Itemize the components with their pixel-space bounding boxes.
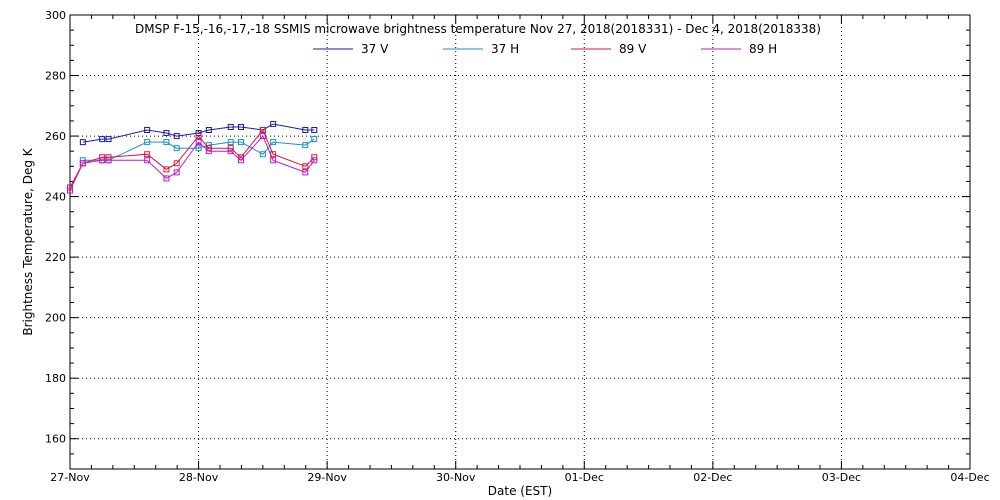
legend: 37 V 37 H 89 V 89 H [313,42,777,56]
plot-frame [69,14,971,470]
data-point [238,139,244,146]
data-series [67,120,318,194]
data-point [227,148,234,155]
data-point [163,139,170,146]
data-point [270,157,277,164]
y-tick-label: 220 [45,251,66,264]
data-point [227,123,234,130]
grid-lines [70,15,970,469]
data-point [302,127,309,134]
y-tick-label: 240 [45,191,66,204]
chart-title: DMSP F-15,-16,-17,-18 SSMIS microwave br… [135,22,821,36]
data-point [144,139,151,146]
data-point [163,130,170,137]
data-point [99,157,106,164]
y-tick-label: 260 [45,130,66,143]
data-point [79,157,86,164]
x-axis-label: Date (EST) [488,484,552,498]
data-point [302,142,309,149]
data-point [105,157,112,164]
legend-label: 37 H [491,42,519,56]
series-line [82,123,315,143]
data-point [195,145,202,152]
data-point [302,163,309,170]
data-point [205,127,212,134]
y-axis-label: Brightness Temperature, Deg K [21,147,35,335]
data-point [173,133,180,140]
data-point [99,136,106,143]
data-point [238,123,244,130]
x-tick-label: 27-Nov [50,471,90,484]
data-point [311,154,318,161]
y-tick-label: 200 [45,312,66,325]
x-tick-label: 04-Dec [950,471,989,484]
data-point [173,160,180,167]
legend-item: 37 V [313,42,389,56]
data-point [311,157,318,164]
y-tick-label: 300 [45,9,66,22]
x-tick-label: 29-Nov [307,471,347,484]
x-tick-labels: 27-Nov 28-Nov 29-Nov 30-Nov 01-Dec 02-Dec 03-D… [50,471,989,484]
x-tick-label: 30-Nov [436,471,476,484]
data-point [173,145,180,152]
data-point [259,133,266,140]
legend-item: 37 H [443,42,519,56]
data-point [105,136,112,143]
series-37-h [79,136,318,164]
data-point [302,169,309,176]
data-point [67,187,73,194]
data-point [270,120,277,127]
y-tick-label: 280 [45,70,66,83]
data-point [105,154,112,161]
x-tick-label: 01-Dec [565,471,604,484]
data-point [238,157,244,164]
data-point [79,139,86,146]
data-point [144,151,151,158]
data-point [227,139,234,146]
data-point [163,166,170,173]
y-tick-labels: 160 180 200 220 240 260 280 300 [45,9,66,446]
data-point [144,157,151,164]
data-point [195,133,202,140]
data-point [144,127,151,134]
data-point [195,139,202,146]
data-point [163,175,170,182]
legend-label: 89 H [749,42,777,56]
data-point [311,136,318,143]
x-tick-label: 03-Dec [822,471,861,484]
data-point [173,169,180,176]
data-point [227,145,234,152]
axis-ticks [69,14,971,470]
series-89-h [67,133,318,194]
data-point [99,154,106,161]
data-point [259,127,266,134]
data-point [79,160,86,167]
legend-label: 37 V [361,42,389,56]
legend-item: 89 V [571,42,647,56]
y-tick-label: 160 [45,433,66,446]
y-tick-label: 180 [45,372,66,385]
x-tick-label: 28-Nov [179,471,219,484]
data-point [205,148,212,155]
x-tick-label: 02-Dec [693,471,732,484]
series-37-v [79,120,318,146]
legend-item: 89 H [701,42,777,56]
data-point [259,151,266,158]
legend-label: 89 V [619,42,647,56]
data-point [270,139,277,146]
data-point [311,127,318,134]
